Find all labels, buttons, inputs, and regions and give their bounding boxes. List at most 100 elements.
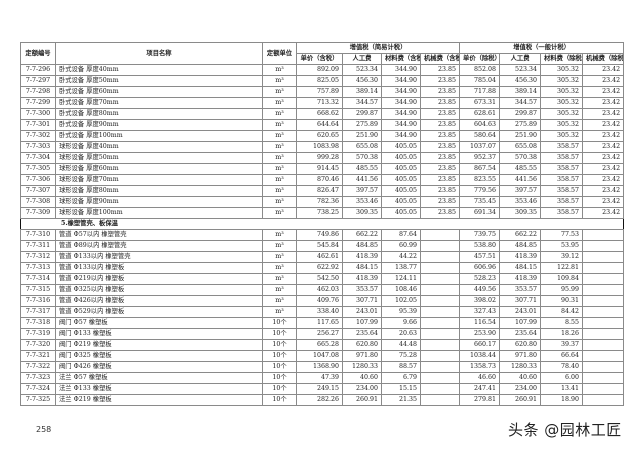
simple-price: 668.62 [296, 108, 343, 120]
general-material: 305.32 [540, 119, 584, 131]
table-row: 7-7-297 卧式设备 厚度50mm m³ 825.05 456.30 344.90 23… [20, 75, 625, 87]
general-machine: 23.42 [582, 163, 625, 175]
quota-code: 7-7-308 [20, 196, 56, 208]
quota-code: 7-7-315 [20, 284, 56, 296]
quota-code: 7-7-311 [20, 240, 56, 252]
general-labor: 309.35 [499, 207, 542, 219]
simple-material: 405.05 [381, 174, 421, 186]
quota-code: 7-7-301 [20, 119, 56, 131]
simple-price: 409.76 [296, 295, 343, 307]
general-machine: 23.42 [582, 108, 625, 120]
general-labor: 260.91 [499, 394, 542, 406]
table-row: 7-7-299 卧式设备 厚度70mm m³ 713.32 344.57 344.90 23… [20, 97, 625, 109]
watermark: 头条 @园林工匠 [508, 421, 622, 439]
simple-material: 405.05 [381, 152, 421, 164]
item-name: 卧式设备 厚度100mm [55, 130, 263, 142]
quota-unit: m³ [262, 196, 297, 208]
general-material: 358.57 [540, 152, 584, 164]
general-labor: 655.08 [499, 141, 542, 153]
quota-unit: m³ [262, 174, 297, 186]
item-name: 阀门 Φ426 橡塑板 [55, 361, 263, 373]
simple-labor: 662.22 [342, 229, 382, 241]
quota-code: 7-7-296 [20, 64, 56, 76]
quota-code: 7-7-319 [20, 328, 56, 340]
simple-price: 462.61 [296, 251, 343, 263]
general-machine [582, 383, 625, 395]
general-machine [582, 317, 625, 329]
general-machine: 23.42 [582, 152, 625, 164]
general-machine [582, 284, 625, 296]
general-labor: 235.64 [499, 328, 542, 340]
general-material: 358.57 [540, 141, 584, 153]
item-name: 卧式设备 厚度80mm [55, 108, 263, 120]
general-labor: 344.57 [499, 97, 542, 109]
simple-price: 282.26 [296, 394, 343, 406]
quota-unit: 10个 [262, 339, 297, 351]
general-machine: 23.42 [582, 75, 625, 87]
table-row: 7-7-296 卧式设备 厚度40mm m³ 892.09 523.34 344.90 23… [20, 64, 625, 76]
item-name: 卧式设备 厚度40mm [55, 64, 263, 76]
quota-unit: m³ [262, 284, 297, 296]
general-machine: 23.42 [582, 86, 625, 98]
simple-material: 44.48 [381, 339, 421, 351]
header-name: 项目名称 [55, 42, 263, 65]
table-row: 7-7-317 管道 Φ529以内 橡塑板 m³ 338.40 243.01 95.39 3… [20, 306, 625, 318]
general-material: 84.42 [540, 306, 584, 318]
general-material: 18.90 [540, 394, 584, 406]
general-labor: 275.89 [499, 119, 542, 131]
general-material: 358.57 [540, 207, 584, 219]
quota-unit: m³ [262, 240, 297, 252]
quota-code: 7-7-300 [20, 108, 56, 120]
header-general-price: 单价（除税） [459, 53, 501, 65]
general-labor: 353.57 [499, 284, 542, 296]
general-labor: 485.55 [499, 163, 542, 175]
general-labor: 243.01 [499, 306, 542, 318]
item-name: 阀门 Φ57 橡塑板 [55, 317, 263, 329]
simple-labor: 40.60 [342, 372, 382, 384]
table-row: 7-7-325 法兰 Φ219 橡塑板 10个 282.26 260.91 21.35 27… [20, 394, 625, 406]
quota-code: 7-7-307 [20, 185, 56, 197]
simple-labor: 1280.33 [342, 361, 382, 373]
simple-material: 20.63 [381, 328, 421, 340]
table-row: 7-7-311 管道 Φ89以内 橡塑管壳 m³ 545.84 484.85 60.99 5… [20, 240, 625, 252]
item-name: 球形设备 厚度80mm [55, 185, 263, 197]
general-material: 358.57 [540, 196, 584, 208]
simple-material: 405.05 [381, 196, 421, 208]
quota-code: 7-7-306 [20, 174, 56, 186]
general-machine [582, 229, 625, 241]
general-machine: 23.42 [582, 97, 625, 109]
header-simple-price: 单价（含税） [296, 53, 343, 65]
general-labor: 456.30 [499, 75, 542, 87]
general-machine [582, 295, 625, 307]
simple-material: 405.05 [381, 141, 421, 153]
simple-machine: 23.85 [419, 64, 461, 76]
general-labor: 523.34 [499, 64, 542, 76]
table-row: 7-7-310 管道 Φ57以内 橡塑管壳 m³ 749.86 662.22 87.64 7… [20, 229, 625, 241]
table-row: 7-7-315 管道 Φ325以内 橡塑板 m³ 462.03 353.57 108.46… [20, 284, 625, 296]
quota-code: 7-7-314 [20, 273, 56, 285]
general-machine: 23.42 [582, 130, 625, 142]
item-name: 阀门 Φ133 橡塑板 [55, 328, 263, 340]
simple-labor: 275.89 [342, 119, 382, 131]
general-price: 116.54 [459, 317, 501, 329]
general-labor: 389.14 [499, 86, 542, 98]
simple-material: 21.35 [381, 394, 421, 406]
general-price: 779.56 [459, 185, 501, 197]
quota-unit: m³ [262, 75, 297, 87]
simple-machine: 23.85 [419, 185, 461, 197]
general-material: 305.32 [540, 108, 584, 120]
simple-price: 738.25 [296, 207, 343, 219]
general-price: 449.56 [459, 284, 501, 296]
general-material: 305.32 [540, 64, 584, 76]
simple-material: 60.99 [381, 240, 421, 252]
simple-material: 124.11 [381, 273, 421, 285]
general-machine [582, 328, 625, 340]
simple-labor: 307.71 [342, 295, 382, 307]
simple-price: 892.09 [296, 64, 343, 76]
simple-price: 825.05 [296, 75, 343, 87]
simple-price: 870.46 [296, 174, 343, 186]
simple-price: 338.40 [296, 306, 343, 318]
table-row: 7-7-318 阀门 Φ57 橡塑板 10个 117.65 107.99 9.66 116.… [20, 317, 625, 329]
quota-unit: m³ [262, 185, 297, 197]
simple-material: 344.90 [381, 108, 421, 120]
